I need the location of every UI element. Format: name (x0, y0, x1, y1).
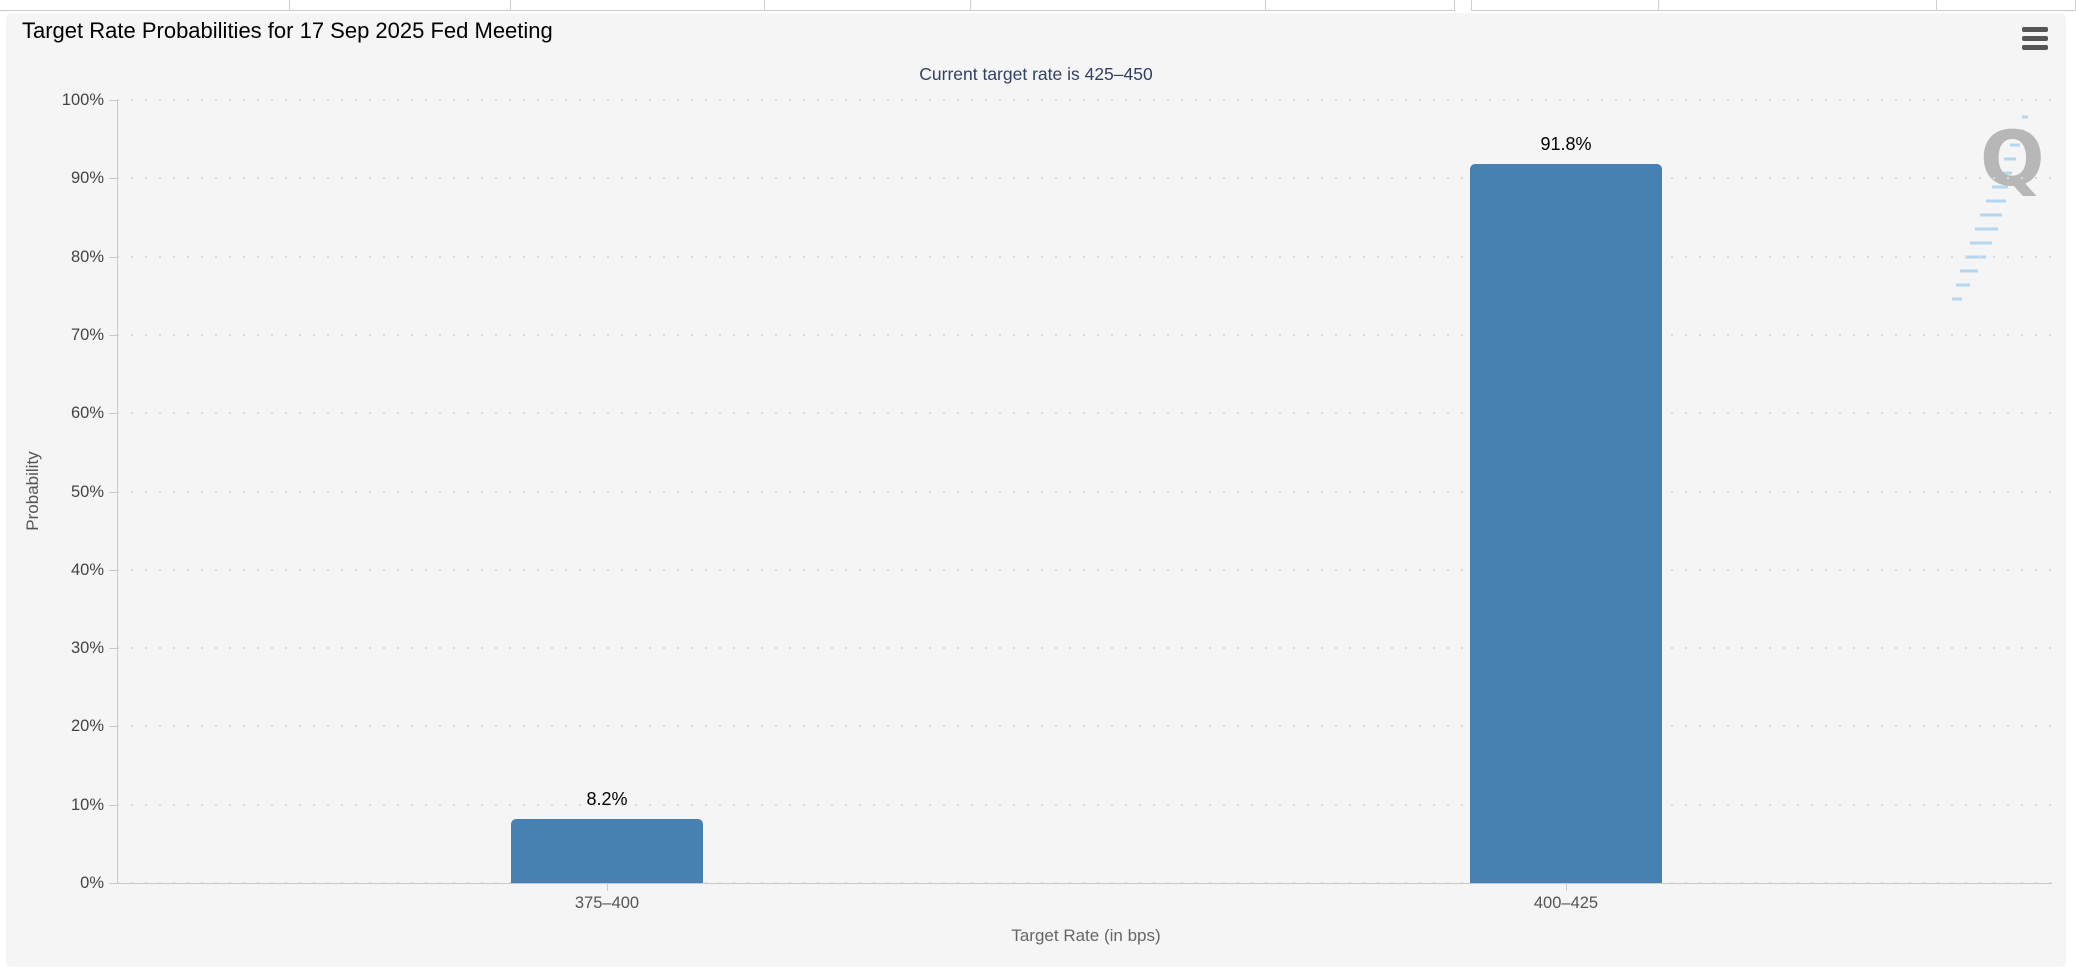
y-axis-label-0%: 0% (80, 874, 104, 892)
y-axis-label-50%: 50% (70, 482, 104, 501)
y-axis-label-20%: 20% (70, 717, 104, 736)
bar-375–400[interactable] (511, 819, 703, 883)
y-axis-line (117, 100, 118, 884)
y-axis-label-10%: 10% (70, 795, 104, 814)
top-tab-0-0[interactable] (0, 0, 290, 11)
top-tab-0-2[interactable] (511, 0, 765, 11)
gridline-90% (117, 177, 2052, 180)
y-axis-label-60%: 60% (70, 404, 104, 423)
y-tick-80% (109, 256, 117, 258)
gridline-60% (117, 412, 2052, 415)
gridline-80% (117, 255, 2052, 258)
x-axis-title: Target Rate (in bps) (1011, 926, 1161, 945)
y-axis-label-80%: 80% (70, 247, 104, 266)
watermark-swoosh-icon (1952, 115, 2028, 301)
y-tick-30% (109, 648, 117, 650)
top-tab-1-1[interactable] (1659, 0, 1937, 11)
bar-value-label-375–400: 8.2% (586, 789, 628, 809)
top-tab-0-5[interactable] (1266, 0, 1455, 11)
y-tick-90% (109, 178, 117, 180)
quikstrike-watermark: Q (1938, 93, 2068, 313)
chart-subtitle: Current target rate is 425–450 (919, 64, 1153, 84)
chart-card: Target Rate Probabilities for 17 Sep 202… (6, 13, 2066, 967)
y-axis-label-70%: 70% (70, 325, 104, 344)
gridline-100% (117, 99, 2052, 101)
chart-menu-button[interactable] (2022, 27, 2048, 54)
gridline-40% (117, 568, 2052, 571)
chart-title: Target Rate Probabilities for 17 Sep 202… (22, 18, 553, 43)
gridline-10% (117, 803, 2052, 806)
y-tick-20% (109, 726, 117, 728)
gridline-30% (117, 647, 2052, 650)
top-tab-1-0[interactable] (1471, 0, 1659, 11)
y-axis-label-30%: 30% (70, 639, 104, 658)
x-tick-375–400 (607, 884, 608, 891)
watermark-q-letter: Q (1980, 114, 2045, 203)
y-axis-label-90%: 90% (70, 169, 104, 188)
y-tick-100% (109, 100, 117, 101)
x-axis-line (117, 883, 2052, 884)
y-axis-label-100%: 100% (61, 91, 104, 109)
y-tick-60% (109, 413, 117, 415)
hamburger-icon (2022, 27, 2048, 32)
x-axis-label-400–425: 400–425 (1533, 894, 1599, 912)
top-tab-0-3[interactable] (765, 0, 971, 11)
top-tab-0-4[interactable] (971, 0, 1266, 11)
y-tick-0% (109, 883, 117, 884)
y-tick-40% (109, 569, 117, 571)
bar-400–425[interactable] (1470, 164, 1662, 883)
y-tick-70% (109, 334, 117, 336)
gridline-70% (117, 333, 2052, 336)
x-axis-label-375–400: 375–400 (574, 894, 640, 912)
gridline-50% (117, 490, 2052, 493)
x-tick-400–425 (1566, 884, 1567, 891)
top-tab-0-1[interactable] (290, 0, 511, 11)
y-tick-10% (109, 804, 117, 806)
bar-value-label-400–425: 91.8% (1540, 134, 1592, 154)
y-axis-label-40%: 40% (70, 560, 104, 579)
y-tick-50% (109, 491, 117, 493)
gridline-20% (117, 725, 2052, 728)
